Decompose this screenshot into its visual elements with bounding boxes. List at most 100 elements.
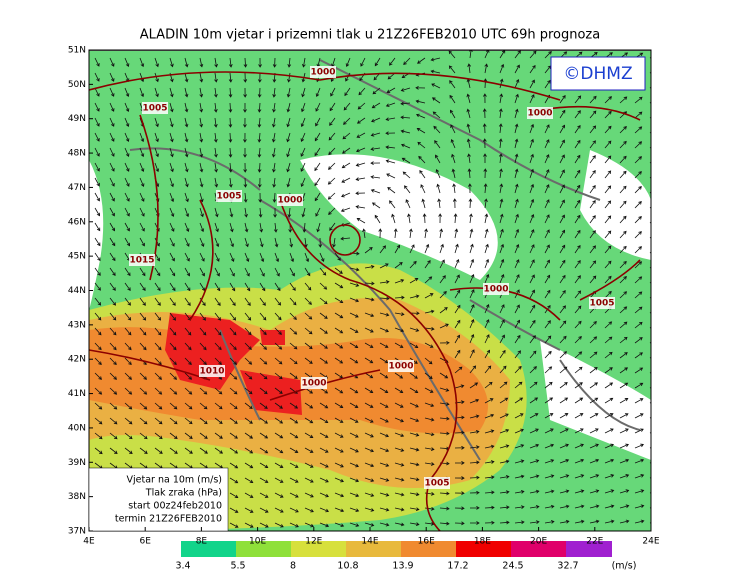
- wind-arrow: [94, 102, 100, 112]
- wind-arrow: [454, 243, 459, 254]
- wind-arrow: [514, 108, 519, 119]
- wind-arrow: [124, 267, 131, 277]
- wind-arrow: [257, 87, 262, 98]
- wind-arrow: [364, 297, 375, 302]
- wind-arrow: [634, 367, 644, 374]
- wind-arrow: [184, 357, 192, 366]
- wind-arrow: [407, 213, 411, 224]
- wind-arrow: [327, 192, 336, 200]
- wind-arrow: [274, 477, 284, 483]
- isobar-label-bg: [483, 283, 509, 295]
- wind-arrow: [439, 387, 450, 392]
- wind-arrow: [274, 417, 284, 424]
- wind-arrow: [589, 185, 596, 194]
- wind-arrow: [379, 402, 389, 408]
- wind-arrow: [619, 474, 630, 479]
- wind-arrow: [364, 281, 375, 286]
- wind-arrow: [259, 492, 269, 498]
- wind-arrow: [574, 95, 582, 104]
- wind-arrow: [499, 334, 505, 344]
- wind-arrow: [619, 489, 630, 494]
- wind-arrow: [634, 489, 645, 494]
- wind-arrow: [468, 198, 473, 209]
- wind-arrow: [274, 357, 283, 365]
- wind-arrow: [229, 357, 238, 365]
- lon-label: 6E: [139, 537, 151, 547]
- wind-arrow: [124, 147, 130, 157]
- wind-arrow: [355, 205, 366, 209]
- wind-arrow: [214, 357, 222, 365]
- wind-arrow: [484, 349, 490, 359]
- wind-arrow: [272, 102, 276, 113]
- wind-arrow: [409, 278, 419, 284]
- wind-arrow: [358, 87, 366, 96]
- wind-arrow: [424, 342, 434, 348]
- wind-arrow: [604, 474, 615, 479]
- isobar-label: 1010: [199, 367, 224, 377]
- wind-arrow: [469, 243, 474, 254]
- wind-arrow: [109, 117, 115, 127]
- wind-arrow: [409, 228, 413, 239]
- wind-arrow: [574, 275, 581, 284]
- wind-arrow: [604, 382, 614, 389]
- wind-arrow: [469, 274, 475, 284]
- wind-arrow: [124, 237, 131, 247]
- wind-arrow: [438, 213, 443, 224]
- wind-arrow: [514, 474, 525, 479]
- wind-arrow: [514, 168, 519, 179]
- wind-arrow: [271, 117, 276, 128]
- wind-arrow: [244, 522, 254, 528]
- wind-arrow: [244, 387, 253, 395]
- wind-arrow: [619, 458, 630, 464]
- wind-arrow: [435, 154, 441, 164]
- wind-arrow: [184, 177, 189, 188]
- wind-arrow: [184, 282, 191, 292]
- wind-arrow: [154, 372, 162, 380]
- wind-arrow: [604, 397, 614, 404]
- wind-arrow: [314, 192, 321, 202]
- wind-arrow: [394, 342, 404, 348]
- wind-arrow: [244, 297, 251, 306]
- wind-arrow: [169, 117, 174, 128]
- wind-arrow: [416, 127, 426, 134]
- wind-arrow: [529, 79, 535, 89]
- wind-arrow: [330, 87, 336, 97]
- wind-arrow: [499, 213, 504, 224]
- wind-arrow: [257, 162, 262, 173]
- wind-arrow: [452, 183, 456, 194]
- isobar-label: 1005: [216, 192, 241, 202]
- wind-arrow: [589, 230, 596, 239]
- wind-arrow: [424, 327, 435, 331]
- wind-arrow: [619, 398, 629, 404]
- wind-arrow: [139, 297, 146, 306]
- wind-arrow: [124, 342, 132, 351]
- wind-arrow: [559, 169, 565, 179]
- wind-arrow: [274, 432, 284, 439]
- wind-arrow: [559, 274, 566, 284]
- wind-arrow: [274, 387, 283, 394]
- wind-arrow: [300, 117, 306, 128]
- wind-arrow: [154, 282, 161, 292]
- wind-arrow: [258, 57, 262, 68]
- wind-arrow: [559, 458, 570, 464]
- wind-arrow: [634, 321, 643, 329]
- wind-arrow: [304, 492, 314, 498]
- wind-arrow: [94, 162, 100, 172]
- wind-arrow: [169, 192, 175, 203]
- wind-arrow: [154, 162, 160, 173]
- wind-arrow: [378, 228, 383, 239]
- wind-arrow: [454, 476, 465, 480]
- wind-arrow: [409, 260, 417, 269]
- wind-arrow: [334, 477, 344, 483]
- wind-arrow: [589, 275, 597, 284]
- wind-arrow: [289, 312, 297, 320]
- colorbar-swatch: [236, 541, 291, 557]
- wind-arrow: [199, 237, 205, 247]
- wind-arrow: [559, 504, 570, 509]
- wind-arrow: [124, 57, 130, 68]
- wind-arrow: [124, 177, 130, 187]
- wind-arrow: [574, 519, 585, 524]
- isobar-label: 1000: [388, 362, 413, 372]
- wind-arrow: [184, 207, 190, 218]
